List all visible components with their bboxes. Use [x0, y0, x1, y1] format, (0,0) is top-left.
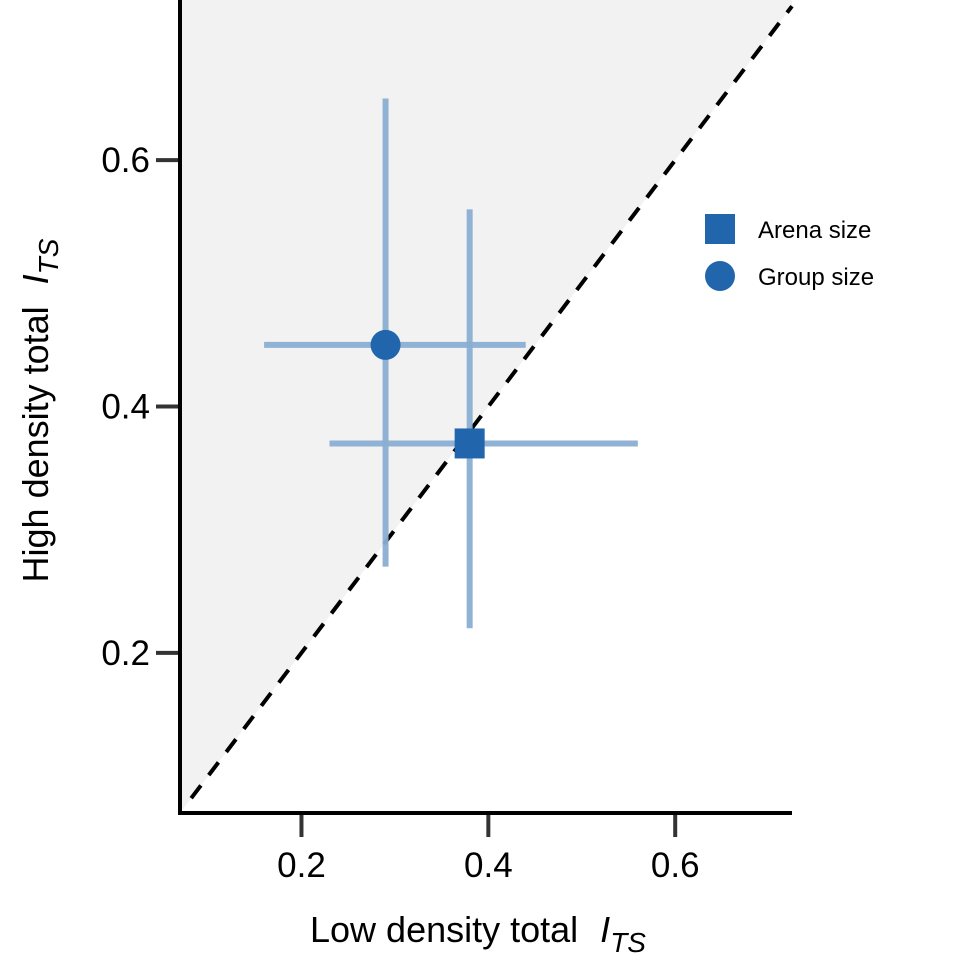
- x-tick-label: 0.2: [277, 846, 326, 885]
- data-point-circle: [370, 329, 401, 360]
- axes: 0.2 0.4 0.6 0.2 0.4 0.6: [101, 0, 792, 885]
- legend-item-group-size: Group size: [705, 261, 874, 291]
- y-tick-label: 0.4: [101, 388, 150, 427]
- x-tick-label: 0.4: [464, 846, 513, 885]
- legend-label: Arena size: [758, 217, 871, 244]
- x-axis-title-text: Low density total: [310, 909, 578, 950]
- y-tick-label: 0.6: [101, 141, 150, 180]
- x-axis-title-symbol: I: [600, 909, 610, 950]
- x-axis-title: Low density total ITS: [310, 909, 646, 958]
- legend: Arena size Group size: [705, 214, 874, 291]
- y-tick-label: 0.2: [101, 634, 150, 673]
- data-point-square: [454, 428, 485, 459]
- identity-reference-line: [189, 4, 794, 800]
- x-tick-label: 0.6: [651, 846, 700, 885]
- legend-circle-marker: [705, 261, 735, 291]
- legend-square-marker: [705, 214, 735, 244]
- shaded-region: [180, 0, 792, 813]
- y-axis-title-symbol: I: [15, 274, 56, 284]
- legend-item-arena-size: Arena size: [705, 214, 871, 244]
- y-axis-title-text: High density total: [15, 306, 56, 582]
- y-axis-title-subscript: TS: [33, 238, 64, 274]
- y-axis-title: High density total ITS: [15, 238, 64, 582]
- plot-area: [180, 0, 794, 813]
- legend-label: Group size: [758, 264, 874, 291]
- x-axis-title-subscript: TS: [610, 927, 646, 958]
